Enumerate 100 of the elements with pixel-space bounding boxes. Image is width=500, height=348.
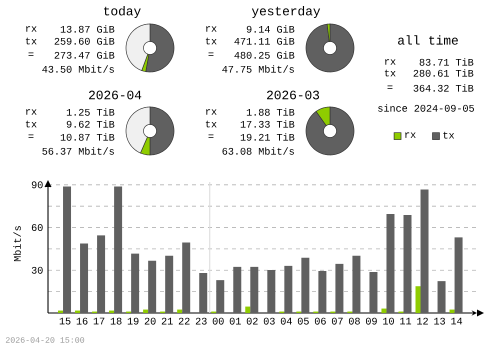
bar <box>182 242 190 313</box>
text: tx <box>26 120 37 128</box>
x-tick-label: 15 <box>60 318 70 324</box>
bar <box>63 186 72 313</box>
text: 19.21 TiB <box>240 133 294 141</box>
text: 47.75 Mbit/s <box>222 65 294 73</box>
text: tx <box>206 120 217 128</box>
bar <box>369 272 378 313</box>
text: rx <box>26 109 37 115</box>
text: 1.25 TiB <box>66 108 114 116</box>
bar <box>450 310 455 313</box>
text: = <box>208 52 214 56</box>
x-tick-label: 03 <box>264 318 275 325</box>
text: = <box>208 134 214 138</box>
text: rx <box>26 26 37 32</box>
bar <box>284 266 292 313</box>
bar <box>143 310 148 313</box>
bar <box>267 270 276 313</box>
bar <box>177 310 182 313</box>
x-tick-label: 08 <box>348 318 360 325</box>
text: = <box>28 52 34 56</box>
text: 13.87 GiB <box>60 25 114 33</box>
text: 1.88 TiB <box>246 108 294 116</box>
bar <box>250 266 258 313</box>
bar <box>415 286 420 313</box>
text: 471.11 GiB <box>234 37 294 45</box>
text: 259.60 GiB <box>54 37 114 45</box>
chart-title: 2026-03 <box>267 90 320 100</box>
bar <box>80 243 88 313</box>
text: 63.08 Mbit/s <box>222 147 294 155</box>
x-tick-label: 09 <box>366 318 377 325</box>
bar <box>148 260 156 313</box>
x-tick-label: 16 <box>76 318 88 325</box>
x-tick-label: 00 <box>212 318 224 325</box>
chart-title: 2026-04 <box>89 90 142 100</box>
x-tick-label: 01 <box>230 318 241 325</box>
bar <box>97 235 106 313</box>
y-axis-title: Mbit/s <box>13 226 21 262</box>
text: rx <box>206 26 217 32</box>
bar <box>245 306 250 313</box>
bar <box>420 190 429 313</box>
text: all time <box>398 35 458 45</box>
text: 480.25 GiB <box>234 51 294 59</box>
text: 56.37 Mbit/s <box>42 147 114 155</box>
bar <box>301 258 310 313</box>
chart-title: yesterday <box>252 6 320 18</box>
bar <box>438 281 446 313</box>
x-tick-label: 21 <box>162 318 173 324</box>
bar <box>381 308 386 313</box>
x-tick-label: 23 <box>196 318 207 325</box>
bar <box>199 272 208 313</box>
bar <box>404 215 412 313</box>
text: tx <box>384 70 396 76</box>
x-tick-label: 05 <box>298 318 309 325</box>
text: 17.33 TiB <box>240 120 294 128</box>
x-tick-label: 13 <box>434 318 445 325</box>
y-tick-label: 90 <box>32 181 43 188</box>
text: 83.71 TiB <box>420 58 474 66</box>
bar <box>216 280 224 313</box>
bar <box>454 237 463 313</box>
x-tick-label: 20 <box>144 318 156 325</box>
legend-label: tx <box>443 132 454 139</box>
text: 364.32 TiB <box>414 84 474 92</box>
text: 9.14 GiB <box>246 25 294 33</box>
x-tick-label: 06 <box>314 318 326 325</box>
x-tick-label: 22 <box>178 318 190 324</box>
chart-title: today <box>104 6 141 18</box>
x-tick-label: 14 <box>451 318 462 324</box>
x-tick-label: 19 <box>128 318 138 325</box>
y-tick-label: 30 <box>32 266 43 274</box>
text: = <box>28 134 34 138</box>
text: 10.87 TiB <box>60 133 114 141</box>
x-tick-label: 02 <box>246 318 258 325</box>
bar <box>165 256 174 313</box>
text: 273.47 GiB <box>54 51 114 59</box>
bar <box>114 186 122 313</box>
text: 280.61 TiB <box>414 69 474 77</box>
x-tick-label: 04 <box>280 318 292 325</box>
bar <box>131 254 140 313</box>
text: tx <box>26 38 37 44</box>
x-tick-label: 11 <box>400 318 412 324</box>
bar <box>233 266 242 313</box>
text: 43.50 Mbit/s <box>42 65 114 73</box>
x-tick-label: 12 <box>417 318 428 324</box>
text: rx <box>206 109 217 115</box>
x-tick-label: 07 <box>332 318 343 325</box>
bar <box>335 264 344 313</box>
text: 2026-04-20 15:00 <box>6 337 84 343</box>
text: = <box>388 85 392 89</box>
text: 9.62 TiB <box>66 120 114 128</box>
x-tick-label: 10 <box>383 318 394 325</box>
legend-label: rx <box>405 132 416 138</box>
text: rx <box>385 59 396 65</box>
y-tick-label: 60 <box>32 224 43 231</box>
text: since 2024-09-05 <box>378 104 474 112</box>
text: tx <box>206 38 217 44</box>
bar <box>318 270 326 313</box>
x-tick-label: 18 <box>110 318 122 325</box>
x-tick-label: 17 <box>94 318 104 324</box>
bar <box>386 214 394 313</box>
